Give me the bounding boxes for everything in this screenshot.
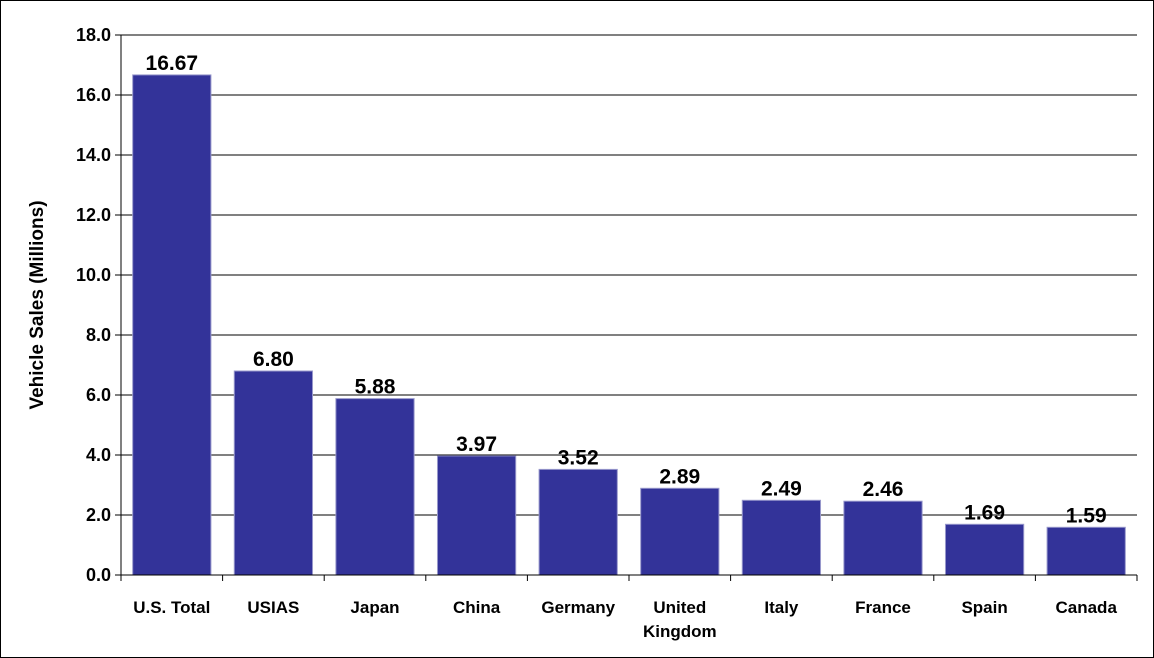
bar [1046, 526, 1126, 576]
data-label: 1.59 [1066, 504, 1107, 527]
bar [233, 370, 314, 576]
data-label: 3.97 [456, 433, 497, 456]
y-tick-label: 16.0 [76, 85, 111, 105]
data-label: 2.49 [761, 477, 802, 500]
y-axis-title: Vehicle Sales (Millions) [27, 200, 48, 409]
x-tick-label: Spain [961, 598, 1007, 617]
data-label: 5.88 [355, 376, 396, 399]
y-tick-label: 6.0 [86, 385, 111, 405]
y-tick-label: 4.0 [86, 445, 111, 465]
y-tick-label: 18.0 [76, 25, 111, 45]
x-tick-label: Kingdom [643, 622, 717, 641]
x-tick-label: Japan [350, 598, 399, 617]
x-tick-label: U.S. Total [133, 598, 210, 617]
bars [132, 74, 1126, 576]
labels: 0.0 2.0 4.0 6.0 8.0 10.0 12.0 14.0 16.0 18.0 16.67… [76, 25, 1117, 641]
bar [436, 455, 517, 576]
x-tick-label: Italy [764, 598, 799, 617]
bar [538, 468, 618, 576]
bar [944, 523, 1025, 576]
x-tick-label: United [653, 598, 706, 617]
y-tick-label: 12.0 [76, 205, 111, 225]
data-label: 6.80 [253, 348, 294, 371]
bar [640, 487, 720, 576]
data-label: 2.89 [659, 465, 700, 488]
y-tick-label: 2.0 [86, 505, 111, 525]
axes [115, 34, 1138, 581]
x-tick-label: Germany [541, 598, 615, 617]
data-label: 1.69 [964, 501, 1005, 524]
data-label: 3.52 [558, 446, 599, 469]
bar [741, 499, 822, 576]
y-tick-label: 10.0 [76, 265, 111, 285]
data-label: 16.67 [146, 52, 199, 75]
y-tick-label: 14.0 [76, 145, 111, 165]
x-tick-label: France [855, 598, 911, 617]
bar [335, 398, 415, 576]
bar [132, 74, 212, 576]
bar [843, 500, 923, 576]
x-tick-label: China [453, 598, 501, 617]
data-label: 2.46 [863, 478, 904, 501]
x-tick-label: USIAS [247, 598, 299, 617]
x-tick-label: Canada [1055, 598, 1117, 617]
y-tick-label: 8.0 [86, 325, 111, 345]
y-tick-label: 0.0 [86, 565, 111, 585]
